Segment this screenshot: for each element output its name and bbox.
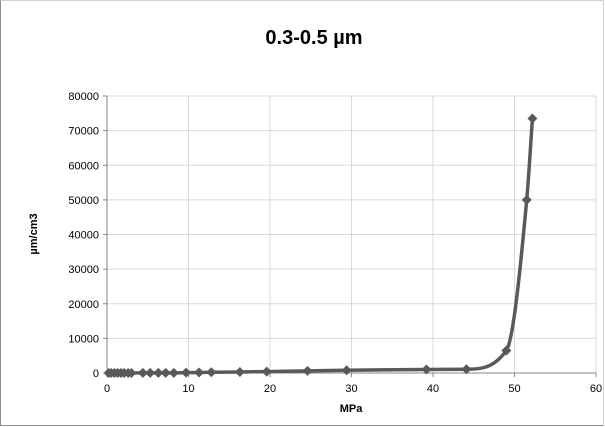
x-tick-label: 30 [345, 383, 357, 395]
data-point-marker [137, 367, 148, 378]
y-tick-label: 50000 [68, 195, 99, 207]
data-point-marker [194, 367, 205, 378]
y-gridlines [107, 95, 596, 339]
y-tick-label: 40000 [68, 230, 99, 242]
data-point-marker [302, 365, 313, 376]
x-gridlines [188, 96, 597, 373]
x-tick-label: 50 [508, 383, 520, 395]
data-point-marker [181, 367, 192, 378]
y-tick-label: 20000 [68, 299, 99, 311]
y-tick-label: 30000 [68, 264, 99, 276]
y-tick-label: 80000 [68, 91, 99, 103]
y-tick-label: 10000 [68, 333, 99, 345]
y-tick-label: 70000 [68, 126, 99, 138]
data-point-marker [234, 366, 245, 377]
data-point-marker [206, 367, 217, 378]
x-axis-label: MPa [340, 403, 364, 415]
data-point-marker [261, 366, 272, 377]
y-tick-labels: 0 10000 20000 30000 40000 50000 60000 70000 8000… [68, 91, 99, 380]
chart-title: 0.3-0.5 µm [265, 27, 362, 49]
y-tick-label: 0 [93, 368, 99, 380]
data-point-marker [421, 364, 432, 375]
x-tick-label: 60 [590, 383, 602, 395]
data-point-marker [126, 368, 137, 378]
data-point-marker [521, 194, 532, 205]
y-tick-label: 60000 [68, 160, 99, 172]
y-axis-label: µm/cm3 [28, 213, 40, 254]
x-tick-label: 0 [104, 383, 110, 395]
x-tick-labels: 0 10 20 30 40 50 60 [104, 383, 602, 395]
data-point-marker [461, 364, 472, 375]
data-point-marker [145, 367, 156, 378]
data-point-marker [341, 365, 352, 376]
data-point-marker [153, 367, 164, 378]
x-tick-label: 10 [182, 383, 194, 395]
data-point-marker [160, 367, 171, 378]
x-tick-label: 20 [264, 383, 276, 395]
data-point-marker [168, 367, 179, 378]
series-line [106, 116, 535, 375]
data-point-marker [501, 345, 512, 356]
data-point-marker [527, 113, 538, 124]
x-tick-label: 40 [427, 383, 439, 395]
series-markers [103, 113, 538, 378]
